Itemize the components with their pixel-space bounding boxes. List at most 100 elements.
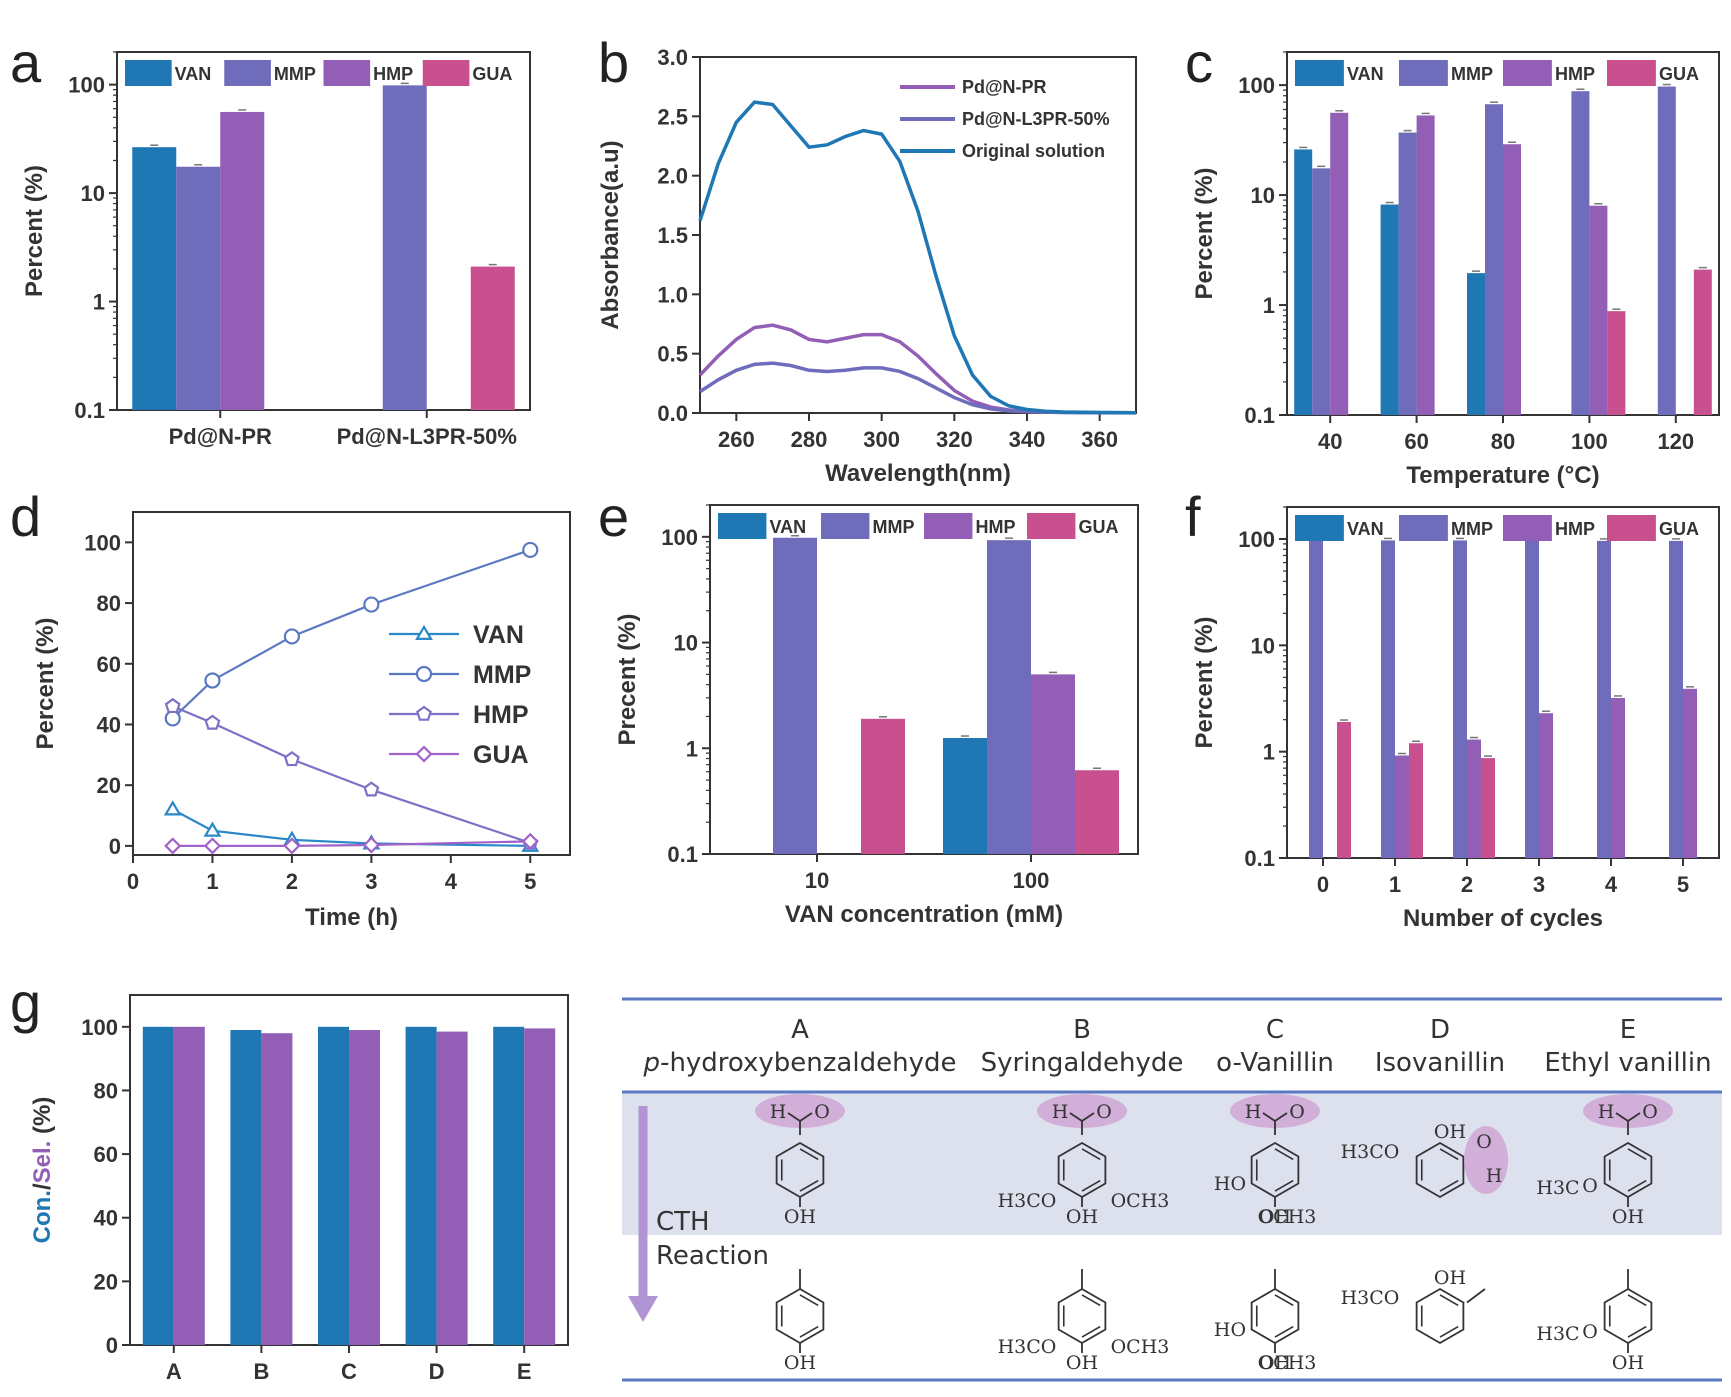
f-x-tick-label: 0 [1317,872,1329,897]
d-x-tick-label: 1 [206,869,218,894]
struct-c-product-och3: OCH3 [1258,1352,1317,1374]
struct-b-substrate-ring-double-bond [1081,1148,1101,1161]
e-x-axis-label: VAN concentration (mM) [785,901,1063,928]
g-y-axis-label: Con./Sel. (%) [29,1097,56,1244]
f-y-tick-label: 10 [1251,633,1275,658]
struct-b-substrate-cho-co-bond [1081,1112,1095,1122]
panel-label-b: b [598,31,629,94]
substrate-table: A p-hydroxybenzaldehyde B Syringaldehyde… [622,997,1722,1382]
c-y-tick-label: 1 [1263,293,1275,318]
f-bar-hmp [1539,713,1553,858]
c-bar-mmp [1657,86,1676,416]
a-x-tick-label: Pd@N-L3PR-50% [337,424,517,449]
struct-d-product-ring-double-bond [1439,1294,1459,1307]
f-bar-gua [1409,743,1423,858]
struct-a-product-oh: OH [784,1352,816,1374]
col-name-b: Syringaldehyde [981,1048,1184,1078]
c-bar-van [1294,149,1313,415]
c-bar-hmp [1503,144,1521,415]
g-y-axis-label-part: (%) [29,1097,56,1141]
e-y-tick-label: 1 [686,736,698,761]
e-bar-van [943,738,987,854]
struct-a-substrate-ring-double-bond [799,1179,819,1192]
c-bar-mmp [1312,168,1331,415]
g-y-tick-label: 100 [81,1015,118,1040]
e-legend-swatch-gua [1027,513,1076,539]
struct-d-substrate-och3: H3CO [1341,1141,1400,1163]
struct-c-product-ring [1250,1287,1300,1345]
struct-b-substrate-cho-o: O [1096,1101,1112,1123]
g-x-tick-label: E [517,1359,532,1384]
e-bar-mmp [773,537,817,854]
col-letter-b: B [1073,1015,1091,1045]
c-bar-mmp [1485,104,1503,416]
g-y-tick-label: 60 [94,1142,118,1167]
d-y-axis-label: Percent (%) [32,617,59,749]
c-legend-swatch-hmp [1503,60,1552,86]
struct-e-substrate-cho-ch-bond [1615,1112,1629,1122]
struct-d-substrate-h: H [1486,1165,1503,1187]
d-legend-label-van: VAN [473,621,524,649]
struct-b-product-och3-right: OCH3 [1111,1336,1170,1358]
struct-d-substrate-o: O [1476,1131,1492,1153]
a-y-tick-label: 10 [81,181,105,206]
f-legend-swatch-hmp [1503,515,1552,541]
chart-f: 0.1 1 10 100 0 1 2 3 4 5 VAN MMP HMP GUA Percent (%) Nu… [1191,506,1720,932]
d-x-axis-label: Time (h) [305,904,398,931]
f-bar-hmp [1467,739,1481,858]
struct-d-product-methyl [1466,1288,1486,1304]
e-legend-label-hmp: HMP [976,517,1016,537]
a-y-axis-label: Percent (%) [21,165,48,297]
col-letter-d: D [1430,1015,1450,1045]
b-line-0 [698,323,1137,415]
b-y-tick-label: 3.0 [657,45,688,70]
struct-b-substrate-oh: OH [1066,1206,1098,1228]
f-x-tick-label: 4 [1605,872,1618,897]
struct-a-substrate-ring-double-bond [799,1148,819,1161]
f-legend-swatch-gua [1607,515,1656,541]
b-y-tick-label: 1.0 [657,282,688,307]
d-x-tick-label: 2 [286,869,298,894]
f-x-tick-label: 5 [1677,872,1689,897]
f-y-tick-label: 0.1 [1244,846,1275,871]
d-point-hmp [363,781,380,797]
struct-d-product-ring [1415,1287,1465,1345]
b-line-1 [699,361,1137,415]
struct-b-product-ring [1057,1287,1107,1345]
struct-e-substrate-cho-highlight [1583,1094,1673,1128]
f-bar-hmp [1611,697,1625,858]
b-line-2 [698,100,1137,415]
struct-d-product-ring-double-bond [1439,1325,1459,1338]
c-x-tick-label: 120 [1657,429,1694,454]
g-x-tick-label: B [253,1359,269,1384]
c-legend-label-mmp: MMP [1451,64,1493,84]
struct-e-product-ring-double-bond [1627,1325,1647,1338]
d-point-mmp [164,710,181,727]
d-point-hmp [164,697,181,714]
e-legend-label-gua: GUA [1079,517,1119,537]
struct-d-substrate-ring [1415,1141,1465,1199]
d-x-tick-label: 3 [365,869,377,894]
struct-d-product-oh: OH [1434,1267,1466,1289]
a-bar-hmp [220,111,265,410]
a-legend-label-van: VAN [175,64,212,84]
struct-c-substrate-oh: OH [1259,1206,1291,1228]
a-legend-label-gua: GUA [472,64,512,84]
d-y-tick-label: 0 [109,834,121,859]
struct-e-product-ring-double-bond [1627,1294,1647,1307]
chart-g: 0 20 40 60 80 100 A B C D E Con./Sel. (%) [29,994,569,1384]
b-legend-label-2: Original solution [962,141,1105,161]
d-point-mmp [522,541,539,559]
panel-label-c: c [1185,31,1213,94]
struct-d-substrate-ring-double-bond [1439,1179,1459,1192]
struct-c-product-ho: HO [1214,1319,1246,1341]
b-legend-label-0: Pd@N-PR [962,77,1047,97]
d-legend-label-gua: GUA [473,741,529,769]
d-y-tick-label: 100 [84,530,121,555]
struct-e-product-ethyl: H3C [1536,1323,1579,1345]
c-x-tick-label: 80 [1491,429,1515,454]
d-legend-label-hmp: HMP [473,701,529,729]
struct-d-substrate-oh: OH [1434,1121,1466,1143]
struct-e-substrate-cho-co-bond [1627,1112,1641,1122]
d-line-van [172,808,531,847]
